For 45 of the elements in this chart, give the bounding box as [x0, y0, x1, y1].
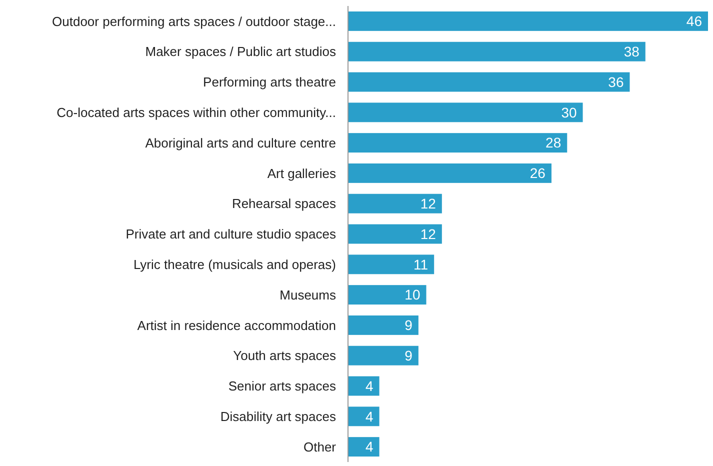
data-label: 12	[420, 196, 436, 212]
bar	[348, 406, 380, 426]
bar	[348, 163, 552, 183]
bar	[348, 133, 568, 153]
y-tick-label: Disability art spaces	[220, 408, 336, 424]
bar	[348, 194, 442, 214]
y-tick-label: Outdoor performing arts spaces / outdoor stage...	[52, 14, 336, 29]
y-tick-label: Senior arts spaces	[228, 378, 336, 394]
data-label: 12	[420, 226, 436, 242]
data-label: 46	[686, 13, 702, 30]
y-tick-label: Maker spaces / Public art studios	[145, 44, 336, 60]
data-label: 10	[404, 286, 420, 303]
bar	[348, 72, 630, 92]
y-tick-label: Lyric theatre (musicals and operas)	[133, 256, 336, 272]
bar	[348, 254, 434, 274]
data-label: 26	[530, 165, 546, 182]
bar	[348, 315, 418, 335]
data-label: 38	[624, 44, 640, 60]
y-tick-label: Performing arts theatre	[203, 74, 336, 90]
data-label: 4	[366, 438, 374, 455]
bar	[348, 376, 380, 396]
y-tick-label: Aboriginal arts and culture centre	[145, 135, 336, 150]
data-label: 36	[608, 74, 624, 90]
data-label: 4	[366, 408, 374, 424]
bar	[348, 224, 442, 244]
bar	[348, 437, 380, 457]
y-tick-label: Other	[303, 439, 337, 454]
y-tick-label: Youth arts spaces	[233, 348, 336, 364]
y-tick-label: Art galleries	[267, 166, 336, 181]
data-label: 9	[404, 317, 413, 334]
y-tick-label: Co-located arts spaces within other community...	[56, 104, 336, 120]
bar	[348, 102, 583, 122]
y-tick-label: Rehearsal spaces	[232, 196, 336, 212]
bar	[348, 346, 418, 366]
y-tick-label: Museums	[280, 287, 336, 302]
data-label: 9	[404, 348, 413, 364]
bar	[348, 42, 646, 62]
y-tick-label: Artist in residence accommodation	[137, 318, 336, 333]
bar	[348, 11, 708, 31]
data-label: 4	[366, 378, 374, 394]
bar	[348, 285, 426, 305]
data-label: 30	[561, 104, 577, 120]
data-label: 28	[546, 134, 562, 151]
y-tick-label: Private art and culture studio spaces	[126, 226, 336, 242]
data-label: 11	[414, 256, 428, 272]
